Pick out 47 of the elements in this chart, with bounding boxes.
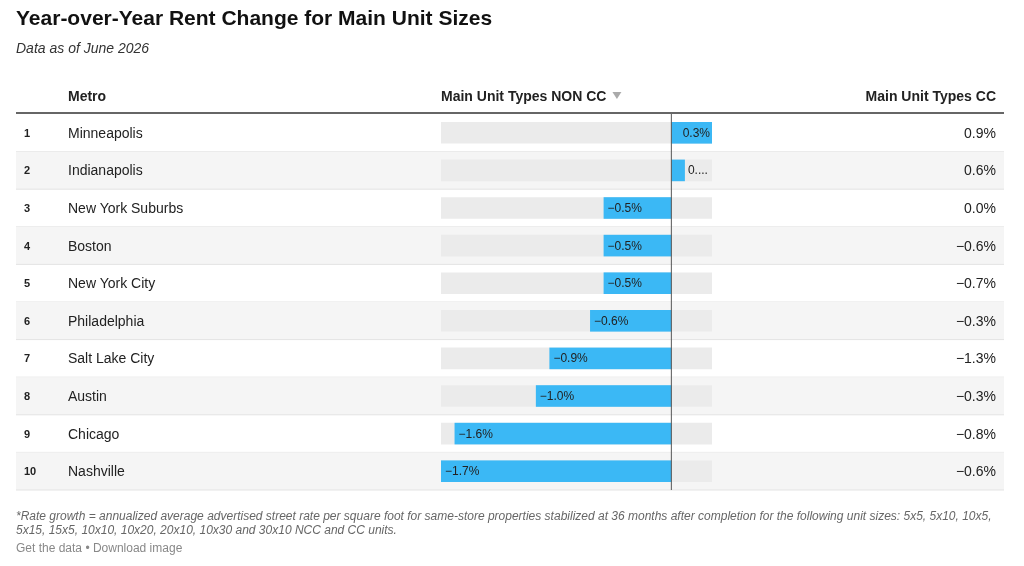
data-label: 0.... — [687, 163, 708, 178]
data-label: −1.7% — [445, 464, 480, 479]
data-label: −0.7% — [955, 275, 996, 292]
y-tick-label: Nashville — [68, 463, 126, 480]
text: 9 — [24, 427, 31, 440]
text: 1 — [24, 126, 31, 139]
text: Get the data • Download image — [16, 541, 183, 555]
data-label: −0.5% — [607, 238, 643, 253]
y-tick-label: Minneapolis — [68, 124, 143, 141]
data-label: 0.3% — [682, 125, 711, 140]
data-label: −1.3% — [955, 350, 996, 367]
y-tick-label: Philadelphia — [68, 312, 145, 329]
y-tick-label: Austin — [68, 388, 107, 404]
data-label: 0.9% — [964, 124, 996, 141]
text: Main Unit Types CC — [865, 88, 996, 104]
text: 6 — [24, 314, 31, 327]
text: 10 — [24, 465, 37, 478]
data-label: −0.6% — [955, 237, 996, 254]
data-label: −0.5% — [607, 276, 643, 291]
y-axis-title: Metro — [68, 88, 107, 104]
data-label: 0.6% — [964, 162, 996, 179]
data-label: −0.9% — [553, 351, 589, 366]
data-label: −0.3% — [955, 312, 996, 329]
text: Year-over-Year Rent Change for Main Unit Sizes — [16, 6, 493, 29]
text: 2 — [24, 164, 31, 177]
text: 5 — [24, 277, 31, 290]
text: 7 — [24, 352, 31, 365]
y-tick-label: Salt Lake City — [68, 350, 155, 367]
data-label: −1.0% — [539, 389, 575, 403]
text: 4 — [24, 239, 31, 252]
y-tick-label: New York Suburbs — [68, 200, 184, 216]
y-tick-label: New York City — [68, 275, 156, 292]
text: *Rate growth = annualized average advertised street rate per square foot for same-store properties stabilized at 36 months after completion for the following unit sizes: 5x5, 5x10, 10x5, 5x15, 15x5, 10x10, 10x20, 20x10, 10x30 and 30x10 NCC and CC units. — [16, 509, 992, 537]
text: 8 — [24, 390, 31, 402]
y-tick-label: Chicago — [68, 425, 120, 442]
data-label: −0.6% — [594, 313, 629, 328]
data-label: −0.5% — [607, 201, 643, 215]
data-label: −0.8% — [955, 425, 996, 442]
x-axis-title: Main Unit Types NON CC — [441, 88, 607, 104]
y-tick-label: Boston — [68, 237, 112, 254]
data-label: −0.3% — [955, 388, 996, 404]
text: 3 — [24, 202, 31, 214]
data-label: −0.6% — [955, 463, 996, 480]
y-tick-label: Indianapolis — [68, 162, 143, 179]
text: Data as of June 2026 — [16, 40, 150, 56]
data-label: 0.0% — [964, 200, 996, 216]
data-label: −1.6% — [458, 426, 494, 441]
